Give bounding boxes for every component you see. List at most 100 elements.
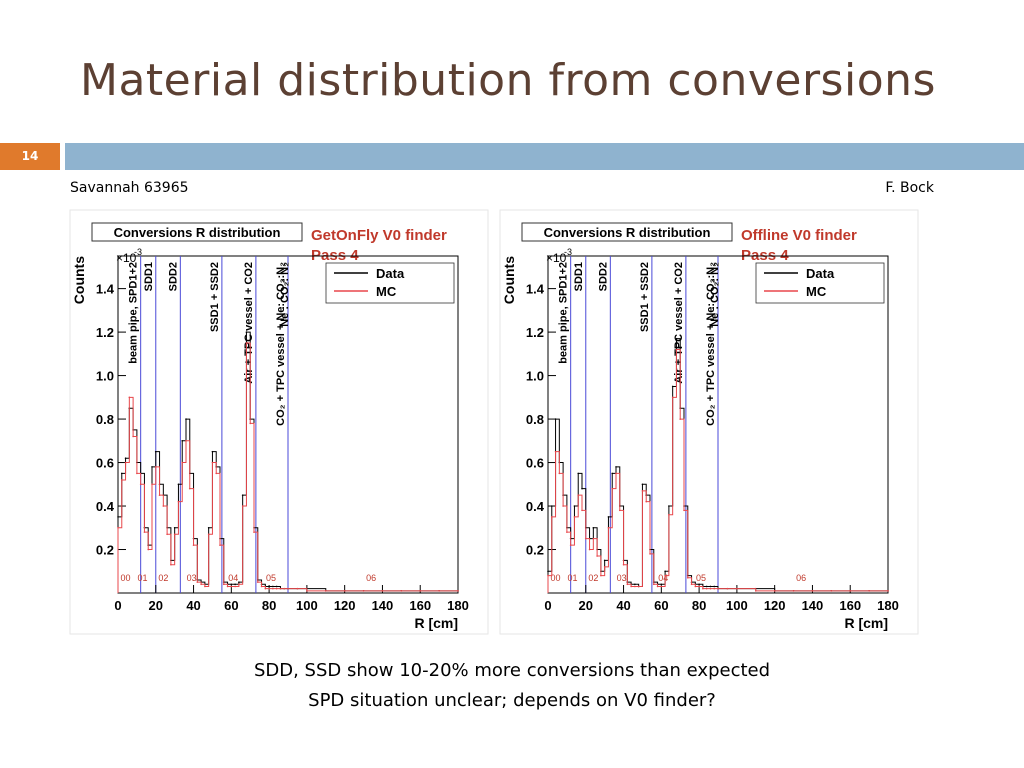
chart0-x-tick-label-5: 100 — [296, 598, 318, 613]
chart1-region-label-3: SSD1 + SSD2 — [639, 262, 651, 332]
chart0-point-mc-44 — [283, 587, 286, 590]
chart0-point-mc-7 — [143, 531, 146, 533]
chart1-point-data-9 — [581, 487, 583, 490]
chart0-title-box — [91, 222, 303, 242]
chart0-point-mc-43 — [279, 587, 282, 590]
chart0-point-data-30 — [230, 583, 233, 586]
chart1-point-mc-52 — [830, 590, 833, 592]
chart0-point-mc-45 — [287, 587, 289, 590]
chart1-legend-data-label: Data — [806, 266, 835, 281]
chart0-title: Conversions R distribution — [114, 225, 281, 240]
chart1-y-tick-label-1: 0.4 — [526, 499, 545, 514]
chart1-region-label-1: SDD1 — [573, 262, 585, 291]
chart0-point-mc-34 — [245, 342, 248, 344]
chart0-point-mc-30 — [230, 585, 233, 588]
chart1-point-mc-55 — [887, 590, 889, 592]
chart1-point-data-40 — [698, 583, 700, 586]
chart1-point-mc-20 — [622, 563, 625, 566]
chart1-title: Conversions R distribution — [544, 225, 711, 240]
chart0-legend-box — [325, 262, 455, 304]
chart0-x-axis-label: R [cm] — [414, 615, 458, 631]
chart0-zone-label-5: 05 — [266, 573, 276, 583]
chart1-point-mc-25 — [641, 490, 644, 492]
chart1-x-axis-label: R [cm] — [844, 615, 888, 631]
chart0-point-data-9 — [151, 466, 153, 468]
chart1-legend-box — [755, 262, 885, 304]
chart1-region-label-4: Air + TPC vessel + CO2 — [673, 262, 685, 384]
chart1-y-exponent: ×10 — [546, 251, 567, 265]
chart1-point-mc-26 — [645, 500, 648, 503]
chart-panel-offline: Conversions R distribution Offline V0 fin… — [498, 208, 923, 640]
chart0-point-mc-35 — [249, 422, 252, 425]
chart0-point-data-2 — [124, 457, 127, 459]
chart1-point-mc-22 — [630, 585, 632, 588]
chart1-point-mc-45 — [717, 587, 719, 590]
chart0-point-mc-22 — [200, 583, 202, 586]
chart1-point-mc-17 — [611, 487, 614, 490]
chart0-point-mc-50 — [362, 590, 365, 592]
chart1-point-data-34 — [675, 337, 678, 340]
chart0-x-tick-label-3: 60 — [224, 598, 238, 613]
chart1-point-mc-4 — [562, 505, 564, 507]
chart0-point-mc-18 — [185, 440, 187, 442]
chart1-y-tick-label-4: 1.0 — [526, 369, 544, 384]
chart0-point-mc-23 — [204, 585, 206, 588]
chart0-y-tick-label-3: 0.8 — [96, 412, 114, 427]
chart0-point-data-24 — [207, 526, 210, 529]
chart0-zone-label-2: 02 — [158, 573, 168, 583]
chart0-point-mc-46 — [296, 587, 299, 590]
chart1-zone-label-3: 03 — [617, 573, 627, 583]
chart1-y-tick-label-3: 0.8 — [526, 412, 544, 427]
chart1-y-axis-label: Counts — [501, 256, 517, 304]
chart1-point-mc-6 — [569, 544, 572, 546]
chart0-point-mc-15 — [173, 533, 176, 536]
chart1-point-mc-48 — [754, 590, 757, 592]
chart1-point-mc-8 — [577, 494, 580, 496]
chart1-point-mc-16 — [607, 526, 610, 529]
chart1-point-mc-1 — [550, 516, 553, 518]
chart1-zone-label-5: 05 — [696, 573, 706, 583]
chart0-zone-label-6: 06 — [366, 573, 376, 583]
chart1-region-label-6: Ne : CO₂: N₂ — [709, 262, 721, 327]
chart1-point-mc-2 — [554, 450, 557, 453]
chart1-point-mc-11 — [588, 548, 591, 551]
chart0-point-mc-19 — [188, 487, 191, 490]
chart1-point-data-16 — [607, 516, 610, 518]
chart0-point-data-17 — [181, 440, 184, 442]
chart0-point-mc-11 — [158, 494, 161, 496]
chart1-point-data-44 — [713, 585, 716, 588]
chart1-region-label-2: SDD2 — [597, 262, 609, 291]
chart1-point-mc-30 — [660, 585, 663, 588]
slide-title: Material distribution from conversions — [80, 55, 936, 106]
chart1-point-mc-40 — [698, 585, 700, 588]
chart0-point-mc-9 — [151, 483, 153, 486]
chart1-point-mc-46 — [726, 587, 729, 590]
chart0-point-mc-4 — [132, 435, 134, 438]
chart1-point-data-43 — [709, 585, 712, 588]
chart1-x-tick-label-1: 20 — [579, 598, 593, 613]
chart1-point-mc-33 — [671, 396, 674, 399]
chart1-point-data-8 — [577, 472, 580, 475]
chart1-point-mc-3 — [558, 472, 561, 475]
chart1-x-tick-label-8: 160 — [839, 598, 861, 613]
chart1-zone-label-1: 01 — [568, 573, 578, 583]
chart1-point-mc-12 — [592, 537, 595, 540]
chart0-point-mc-31 — [234, 585, 236, 588]
chart1-x-tick-label-3: 60 — [654, 598, 668, 613]
chart0-x-tick-label-1: 20 — [149, 598, 163, 613]
chart1-point-mc-27 — [649, 553, 651, 555]
chart-offline: Conversions R distribution Offline V0 fin… — [499, 209, 919, 635]
chart0-point-mc-0 — [117, 526, 119, 529]
chart1-point-data-17 — [611, 472, 614, 475]
savannah-reference: Savannah 63965 — [70, 180, 189, 196]
chart0-point-mc-10 — [154, 466, 157, 468]
chart0-point-mc-27 — [219, 544, 221, 546]
chart0-x-tick-label-9: 180 — [447, 598, 469, 613]
chart0-finder-label: GetOnFly V0 finder — [311, 227, 447, 244]
chart1-zone-label-4: 04 — [658, 573, 668, 583]
chart0-point-mc-39 — [264, 587, 267, 590]
chart1-x-tick-label-9: 180 — [877, 598, 899, 613]
chart1-x-tick-label-5: 100 — [726, 598, 748, 613]
chart0-y-tick-label-1: 0.4 — [96, 499, 115, 514]
chart1-point-mc-34 — [675, 348, 678, 351]
